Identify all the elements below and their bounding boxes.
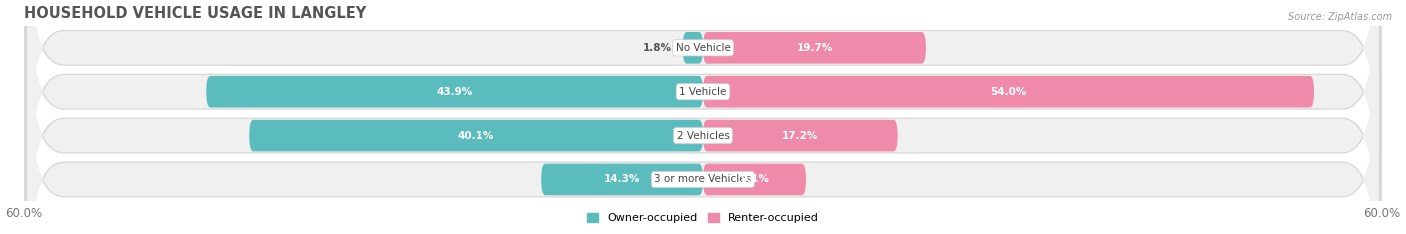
Text: 43.9%: 43.9% — [436, 87, 472, 97]
Text: 17.2%: 17.2% — [782, 131, 818, 141]
FancyBboxPatch shape — [24, 0, 1382, 183]
Text: 54.0%: 54.0% — [990, 87, 1026, 97]
FancyBboxPatch shape — [28, 0, 1378, 216]
FancyBboxPatch shape — [703, 32, 927, 64]
Text: 2 Vehicles: 2 Vehicles — [676, 131, 730, 141]
FancyBboxPatch shape — [683, 32, 703, 64]
Text: 1 Vehicle: 1 Vehicle — [679, 87, 727, 97]
FancyBboxPatch shape — [541, 164, 703, 195]
Text: 14.3%: 14.3% — [605, 175, 640, 184]
FancyBboxPatch shape — [24, 44, 1382, 234]
FancyBboxPatch shape — [28, 56, 1378, 234]
Text: Source: ZipAtlas.com: Source: ZipAtlas.com — [1288, 12, 1392, 22]
FancyBboxPatch shape — [28, 12, 1378, 234]
Text: 40.1%: 40.1% — [458, 131, 495, 141]
FancyBboxPatch shape — [24, 0, 1382, 234]
FancyBboxPatch shape — [703, 164, 806, 195]
FancyBboxPatch shape — [207, 76, 703, 107]
Text: 3 or more Vehicles: 3 or more Vehicles — [654, 175, 752, 184]
Text: 1.8%: 1.8% — [643, 43, 671, 53]
Text: No Vehicle: No Vehicle — [675, 43, 731, 53]
Text: 19.7%: 19.7% — [796, 43, 832, 53]
Text: 9.1%: 9.1% — [740, 175, 769, 184]
FancyBboxPatch shape — [28, 0, 1378, 172]
FancyBboxPatch shape — [24, 0, 1382, 227]
FancyBboxPatch shape — [249, 120, 703, 151]
Legend: Owner-occupied, Renter-occupied: Owner-occupied, Renter-occupied — [582, 208, 824, 228]
FancyBboxPatch shape — [703, 120, 897, 151]
FancyBboxPatch shape — [703, 76, 1315, 107]
Text: HOUSEHOLD VEHICLE USAGE IN LANGLEY: HOUSEHOLD VEHICLE USAGE IN LANGLEY — [24, 6, 367, 21]
